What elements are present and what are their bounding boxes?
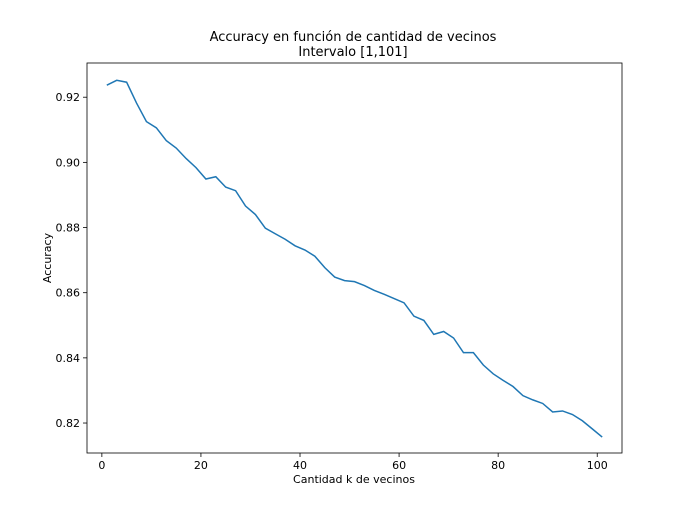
x-tick-label: 80 — [491, 459, 505, 472]
y-tick-label: 0.88 — [56, 222, 81, 235]
x-axis-label: Cantidad k de vecinos — [293, 473, 415, 486]
x-tick-label: 20 — [194, 459, 208, 472]
x-tick-label: 0 — [98, 459, 105, 472]
y-tick-label: 0.82 — [56, 417, 81, 430]
y-tick-label: 0.90 — [56, 156, 81, 169]
x-tick-label: 60 — [392, 459, 406, 472]
y-axis-label: Accuracy — [41, 232, 54, 283]
x-tick-label: 40 — [293, 459, 307, 472]
y-tick-label: 0.86 — [56, 287, 81, 300]
series-line — [106, 79, 603, 438]
plot-frame — [86, 62, 623, 454]
chart-title: Accuracy en función de cantidad de vecin… — [210, 30, 497, 45]
chart-subtitle: Intervalo [1,101] — [298, 45, 407, 60]
data-points — [106, 80, 603, 438]
x-tick-label: 100 — [587, 459, 608, 472]
plot-area — [86, 62, 623, 454]
axis-ticks: 0 20 40 60 80 100 0.82 0.84 0.86 0.88 0.90 0.92 — [56, 91, 608, 472]
y-tick-label: 0.92 — [56, 91, 81, 104]
y-tick-label: 0.84 — [56, 352, 81, 365]
